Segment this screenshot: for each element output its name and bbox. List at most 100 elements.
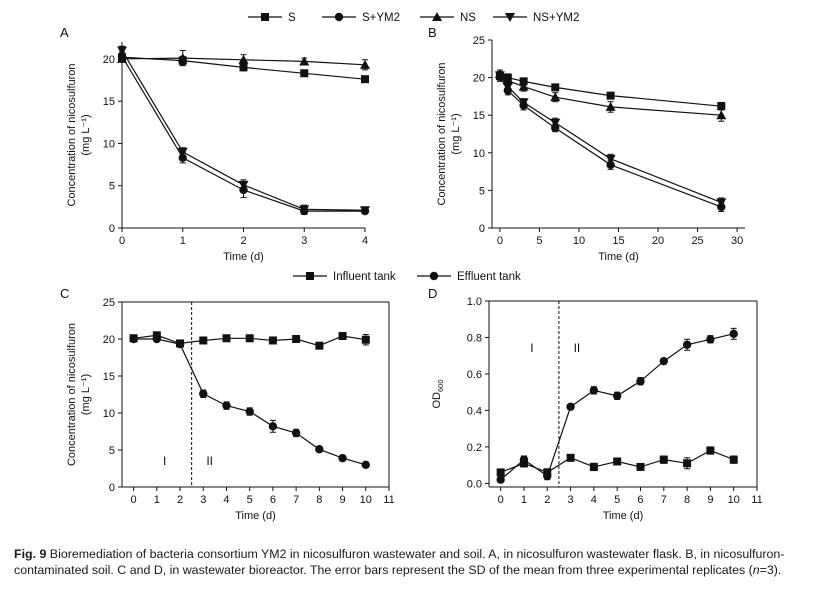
y-tick-label: 0.6 (467, 369, 482, 381)
data-point (338, 332, 347, 341)
y-tick-label: 20 (103, 54, 115, 66)
x-tick-label: 1 (154, 494, 160, 506)
legend-item: S (248, 12, 296, 24)
data-point (682, 340, 692, 349)
x-tick-label: 4 (362, 235, 368, 247)
data-point (292, 335, 301, 343)
data-point (659, 356, 668, 366)
caption-text: Bioremediation of bacteria consortium YM… (14, 547, 785, 577)
data-point (299, 56, 310, 66)
legend-bottom: Influent tank Effluent tank (293, 271, 521, 283)
legend-item: NS (420, 12, 476, 24)
data-point (315, 341, 324, 350)
x-tick-label: 11 (751, 494, 762, 506)
data-point (222, 334, 231, 343)
data-point (566, 402, 575, 411)
data-point (519, 455, 529, 464)
x-tick-label: 2 (177, 494, 183, 506)
data-point (716, 110, 727, 120)
series-ns-ym2 (117, 45, 370, 216)
data-point (519, 77, 528, 86)
x-axis-label: Time (d) (603, 510, 644, 522)
data-point (683, 459, 692, 468)
data-point (360, 59, 370, 69)
data-point (199, 336, 208, 345)
data-point (612, 391, 622, 401)
x-tick-label: 7 (293, 494, 299, 506)
data-point (716, 198, 727, 208)
legend-marker (261, 13, 269, 21)
legend-marker (505, 13, 515, 22)
x-tick-label: 0 (119, 235, 125, 247)
data-point (315, 445, 324, 454)
x-tick-label: 11 (383, 494, 394, 506)
panel-b: 0 5 10 15 20 25 0 5 10 15 20 25 30 Time (d) Concentrat… (428, 25, 745, 263)
y-axis-label: Concentration of nicosulfuron (66, 63, 78, 206)
legend-item: Influent tank (293, 271, 396, 283)
panel-a: 0 5 10 15 20 0 1 2 3 4 Time (d) Concentration of ni… (60, 25, 370, 263)
x-axis-label: Time (d) (235, 510, 276, 522)
x-tick-label: 8 (316, 494, 322, 506)
x-tick-label: 20 (652, 235, 664, 247)
panel-label: A (60, 25, 69, 40)
data-point (238, 54, 249, 64)
legend-marker (306, 272, 314, 280)
x-tick-label: 3 (301, 235, 307, 247)
data-point (706, 335, 715, 344)
data-point (543, 471, 552, 481)
x-axis-label: Time (d) (223, 251, 264, 263)
y-tick-label: 25 (473, 35, 485, 47)
data-point (606, 160, 615, 170)
x-tick-label: 9 (340, 494, 346, 506)
phase-label-II: II (574, 341, 581, 355)
legend-label: NS+YM2 (533, 12, 579, 24)
panel-label: C (60, 286, 69, 301)
x-tick-label: 1 (521, 494, 527, 506)
data-point (566, 453, 575, 462)
series-ns-ym2 (494, 71, 727, 208)
y-tick-label: 20 (103, 334, 115, 346)
series-influent-tank (496, 446, 738, 477)
data-point (605, 154, 616, 164)
y-tick-label: 1.0 (467, 296, 482, 308)
data-point (245, 334, 254, 343)
legend-label: S (288, 12, 296, 24)
caption-suffix: =3). (759, 563, 782, 577)
x-tick-label: 10 (360, 494, 372, 506)
x-tick-label: 3 (200, 494, 206, 506)
panel-label: B (428, 25, 437, 40)
caption-prefix: Fig. 9 (14, 547, 47, 561)
x-tick-label: 9 (707, 494, 713, 506)
x-tick-label: 6 (637, 494, 643, 506)
x-tick-label: 6 (270, 494, 276, 506)
y-tick-label: 25 (103, 297, 115, 309)
data-point (518, 98, 529, 108)
data-point (338, 453, 347, 463)
data-point (636, 462, 645, 471)
x-tick-label: 8 (684, 494, 690, 506)
y-axis-unit: (mg L⁻¹) (80, 114, 92, 155)
x-tick-label: 7 (661, 494, 667, 506)
data-point (175, 339, 185, 349)
legend-marker (429, 271, 439, 281)
y-tick-label: 15 (103, 96, 115, 108)
data-point (129, 334, 138, 344)
series-effluent-tank (496, 327, 738, 484)
data-point (360, 206, 370, 216)
y-axis-label: OD600 (431, 379, 445, 408)
legend-label: Effluent tank (457, 271, 521, 283)
y-axis-unit: (mg L⁻¹) (80, 374, 92, 415)
legend-item: S+YM2 (322, 12, 400, 24)
y-tick-label: 0.2 (467, 442, 482, 454)
legend-item: NS+YM2 (493, 12, 579, 24)
data-point (361, 335, 370, 344)
panel-c: 0 5 10 15 20 25 0 1 2 3 4 5 6 7 8 9 10 11 Time (d) Concentr… (60, 286, 395, 522)
data-point (496, 475, 505, 484)
x-tick-label: 5 (247, 494, 253, 506)
data-point (551, 83, 560, 92)
y-axis-unit: (mg L⁻¹) (450, 113, 462, 154)
phase-label-II: II (206, 454, 213, 468)
data-point (239, 63, 248, 72)
data-point (291, 428, 301, 438)
